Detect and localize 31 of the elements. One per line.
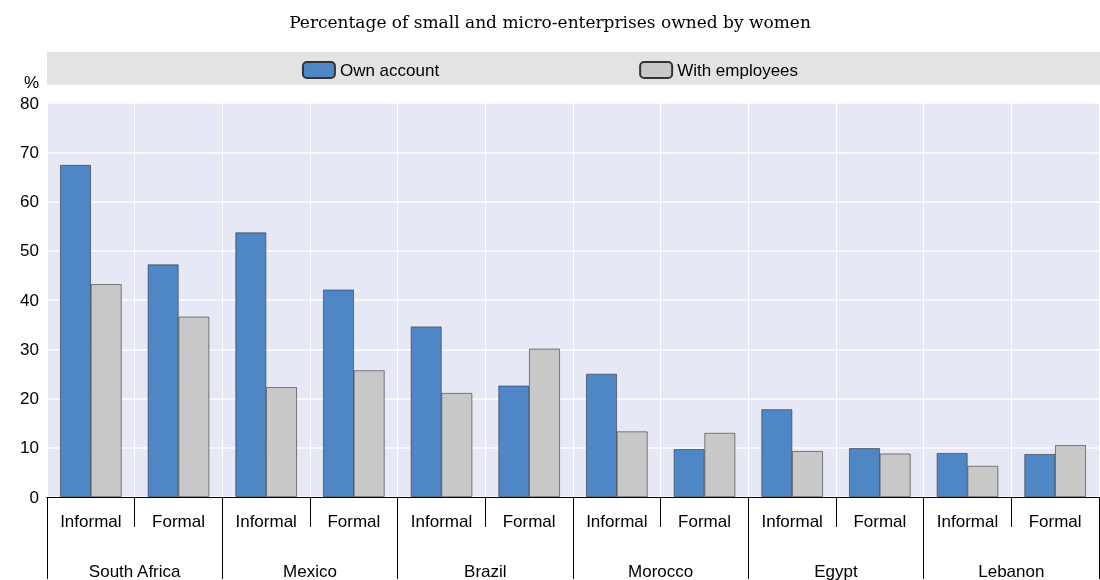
x-tick-label: Informal bbox=[60, 512, 122, 531]
y-tick-label: 20 bbox=[20, 389, 39, 408]
x-tick-label: Formal bbox=[678, 512, 731, 531]
text: Brazil bbox=[464, 562, 507, 580]
text: Mexico bbox=[283, 562, 337, 580]
x-tick-label: Informal bbox=[936, 512, 999, 531]
legend-label: With employees bbox=[677, 60, 799, 80]
x-tick-label: Informal bbox=[586, 512, 648, 531]
y-tick-label: 80 bbox=[20, 93, 39, 113]
x-tick-label: Formal bbox=[1028, 512, 1082, 531]
y-tick-label: 70 bbox=[20, 142, 39, 162]
y-tick-label: 50 bbox=[20, 241, 39, 261]
y-tick-label: 60 bbox=[20, 192, 39, 211]
x-tick-label: Formal bbox=[502, 512, 556, 531]
x-tick-label: Informal bbox=[410, 512, 473, 531]
legend-label: Own account bbox=[339, 60, 440, 80]
y-tick-label: 0 bbox=[29, 487, 39, 507]
x-tick-label: Informal bbox=[235, 512, 297, 531]
x-tick-label: Informal bbox=[761, 512, 823, 531]
y-tick-label: 10 bbox=[20, 438, 39, 458]
y-tick-label: 40 bbox=[20, 290, 39, 310]
x-tick-label: Formal bbox=[853, 512, 907, 531]
y-axis-title: % bbox=[23, 73, 39, 92]
x-tick-label: Formal bbox=[327, 512, 381, 531]
text: South Africa bbox=[88, 562, 182, 580]
text: Lebanon bbox=[978, 562, 1045, 580]
x-tick-label: Formal bbox=[152, 512, 205, 531]
y-tick-label: 30 bbox=[20, 339, 39, 359]
text: Morocco bbox=[628, 562, 694, 580]
chart-title: Percentage of small and micro-enterprises owned by women bbox=[289, 11, 811, 32]
text: Egypt bbox=[814, 562, 859, 580]
